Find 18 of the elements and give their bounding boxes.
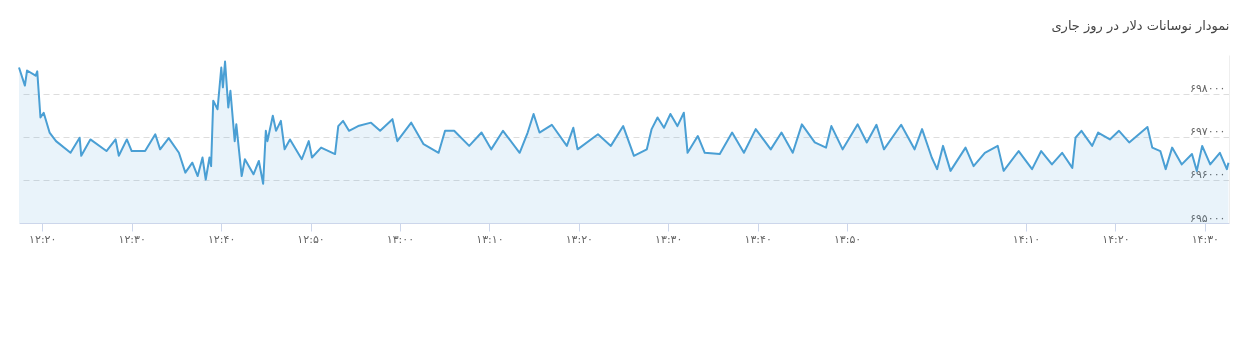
x-tick-label: ۱۳:۴۰ xyxy=(744,232,772,246)
y-tick-label: ۶۹۸۰۰۰ xyxy=(1190,82,1226,96)
x-tick-label: ۱۳:۲۰ xyxy=(565,232,593,246)
x-tick-label: ۱۴:۲۰ xyxy=(1102,232,1130,246)
x-tick-label: ۱۳:۰۰ xyxy=(386,232,415,246)
chart-title: نمودار نوسانات دلار در روز جاری xyxy=(1051,18,1230,34)
x-tick-label: ۱۳:۵۰ xyxy=(833,232,862,246)
x-tick-label: ۱۴:۳۰ xyxy=(1191,232,1220,246)
x-tick-label: ۱۴:۱۰ xyxy=(1012,232,1041,246)
x-tick-label: ۱۳:۳۰ xyxy=(655,232,683,246)
x-tick-label: ۱۲:۲۰ xyxy=(29,232,57,246)
x-tick-label: ۱۲:۳۰ xyxy=(118,232,146,246)
x-tick-label: ۱۲:۴۰ xyxy=(207,232,236,246)
x-tick-label: ۱۳:۱۰ xyxy=(476,232,504,246)
y-tick-label: ۶۹۷۰۰۰ xyxy=(1190,125,1226,139)
y-tick-label: ۶۹۶۰۰۰ xyxy=(1190,168,1226,182)
x-tick-label: ۱۲:۵۰ xyxy=(297,232,325,246)
y-tick-label: ۶۹۵۰۰۰ xyxy=(1190,211,1226,225)
